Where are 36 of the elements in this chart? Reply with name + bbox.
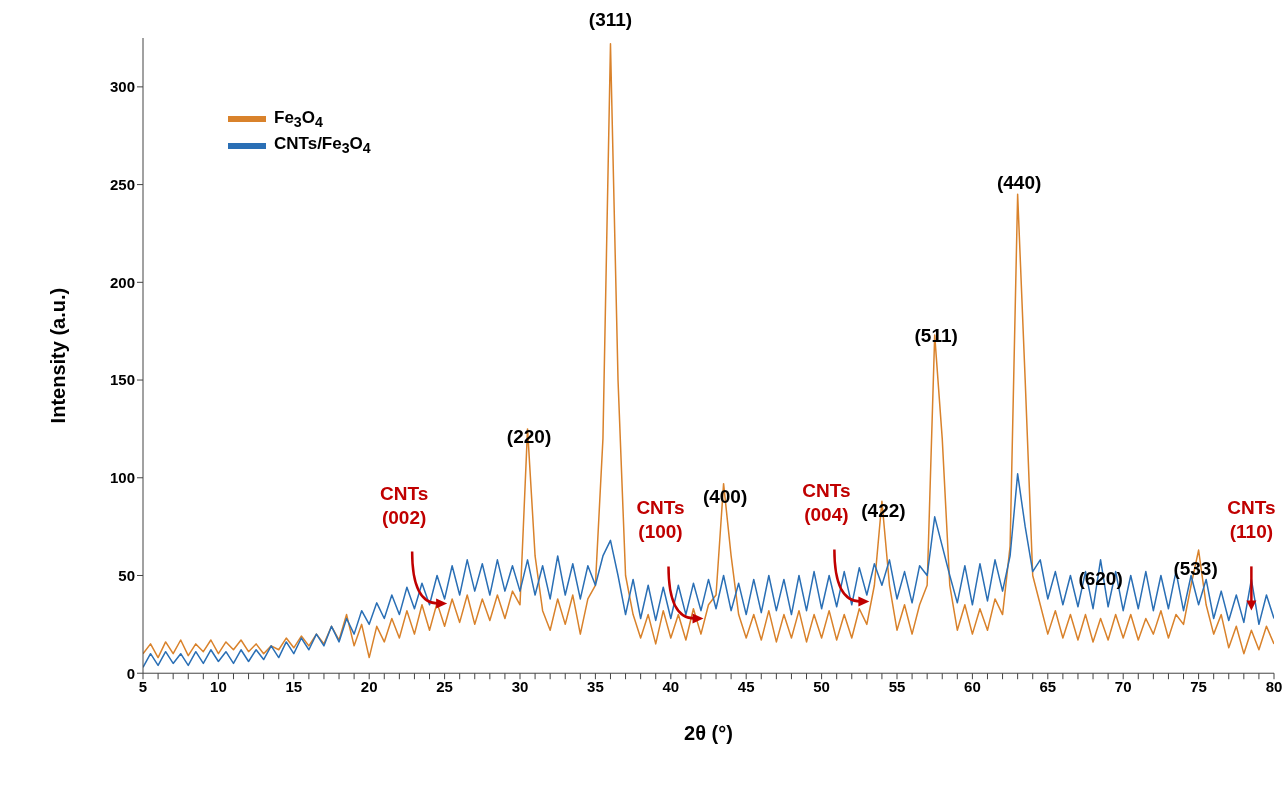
y-tick-label: 150 [109,371,135,389]
annotation: CNTs (004) [802,480,851,526]
x-tick-label: 25 [436,677,453,695]
x-tick-label: 70 [1114,677,1132,695]
y-tick-label: 0 [126,664,135,682]
y-tick-label: 50 [118,566,135,584]
x-tick-label: 40 [662,677,680,695]
x-tick-label: 50 [813,677,830,695]
line-series [143,473,1274,669]
x-tick-label: 20 [360,677,378,695]
annotation: CNTs (100) [636,497,685,543]
x-tick-label: 55 [888,677,906,695]
legend-label: Fe$_{3}$O$_{4}$ [274,108,323,131]
annotation: (311) [588,9,633,31]
y-tick-label: 300 [109,78,135,96]
x-axis-title: 2θ (°) [684,722,733,745]
x-tick-label: 5 [138,677,148,695]
x-tick-label: 45 [737,677,755,695]
annotation: CNTs (110) [1227,497,1276,543]
x-tick-label: 80 [1265,677,1283,695]
y-tick-label: 250 [109,175,135,193]
x-tick-label: 35 [587,677,604,695]
annotation: CNTs (002) [380,482,429,528]
x-tick-label: 15 [285,677,303,695]
y-tick-label: 100 [109,469,135,487]
x-tick-label: 30 [511,677,529,695]
x-tick-label: 75 [1190,677,1207,695]
x-tick-label: 60 [964,677,981,695]
legend-label: CNTs/Fe$_{3}$O$_{4}$ [274,134,371,157]
y-axis-title: Intensity (a.u.) [47,287,70,424]
line-series [143,43,1274,659]
y-tick-label: 200 [109,273,135,291]
x-tick-label: 10 [210,677,227,695]
annotation: (440) [996,172,1042,194]
annotation: (511) [914,324,958,346]
x-tick-label: 65 [1039,677,1057,695]
